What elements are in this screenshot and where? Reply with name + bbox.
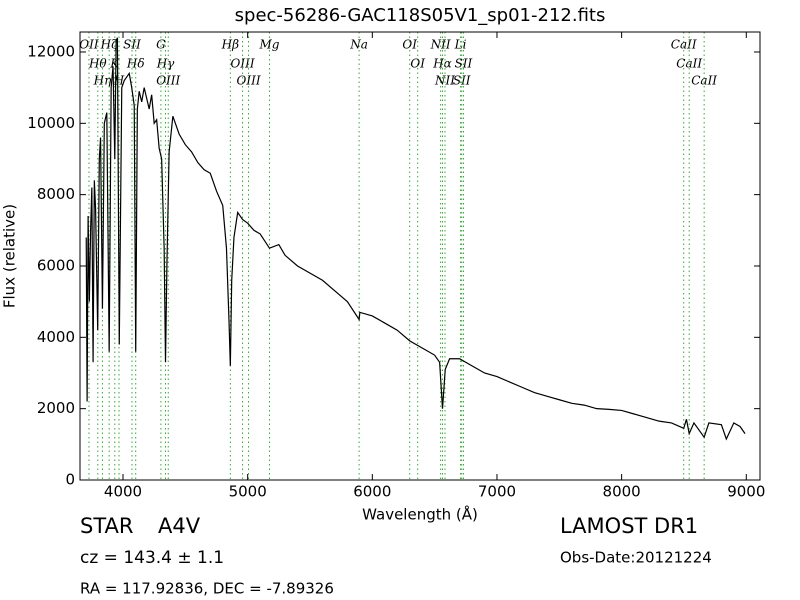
y-tick-label: 6000: [37, 256, 75, 274]
y-axis-label: Flux (relative): [1, 204, 19, 308]
spectral-line-label: OI: [410, 57, 425, 71]
x-tick-label: 9000: [727, 483, 765, 501]
redshift: cz = 143.4 ± 1.1: [80, 548, 224, 568]
x-tick-label: 8000: [603, 483, 641, 501]
plot-frame: [79, 31, 761, 481]
spectral-line-label: Hγ: [156, 57, 175, 71]
x-axis-label: Wavelength (Å): [362, 505, 478, 524]
spectral-line-label: Mg: [258, 38, 279, 52]
spectral-line-label: OII: [79, 38, 99, 52]
y-tick-label: 8000: [37, 185, 75, 203]
spectral-line-label: OIII: [156, 74, 180, 88]
spectrum-line: [85, 37, 746, 441]
survey: LAMOST DR1: [560, 514, 698, 538]
chart-title: spec-56286-GAC118S05V1_sp01-212.fits: [235, 5, 606, 26]
spectral-line-label: CaII: [691, 74, 717, 88]
spectral-line-label: Hθ: [88, 57, 107, 71]
spectral-line-label: NII: [434, 74, 455, 88]
spectral-line-label: CaII: [676, 57, 702, 71]
spectral-line-label: CaII: [671, 38, 697, 52]
spectral-line-label: NII: [430, 38, 451, 52]
spectral-line-label: Hα: [432, 57, 452, 71]
y-tick-label: 4000: [37, 328, 75, 346]
y-tick-label: 0: [65, 471, 75, 489]
spectral-line-label: K: [109, 57, 120, 71]
spectral-line-label: Hδ: [126, 57, 145, 71]
y-tick-label: 12000: [27, 42, 75, 60]
spectral-line-label: SII: [453, 74, 471, 88]
spectral-line-label: OIII: [237, 74, 261, 88]
spectral-line-label: Hη: [93, 74, 112, 88]
y-tick-label: 2000: [37, 399, 75, 417]
spectral-line-label: OIII: [231, 57, 255, 71]
obs-date: Obs-Date:20121224: [560, 549, 712, 567]
spectral-line-label: Li: [454, 38, 467, 52]
spectral-line-label: Na: [349, 38, 368, 52]
spectral-line-label: Hβ: [221, 38, 239, 52]
x-tick-label: 7000: [478, 483, 516, 501]
coordinates: RA = 117.92836, DEC = -7.89326: [80, 580, 334, 598]
spectral-line-label: G: [156, 38, 166, 52]
y-tick-label: 10000: [27, 114, 75, 132]
x-tick-label: 6000: [353, 483, 391, 501]
object-class: STAR: [80, 514, 133, 538]
x-tick-label: 4000: [104, 483, 142, 501]
object-subclass: A4V: [158, 514, 201, 538]
spectral-line-label: SII: [455, 57, 473, 71]
spectral-line-label: OI: [402, 38, 417, 52]
spectral-line-label: SII: [123, 38, 141, 52]
x-tick-label: 5000: [229, 483, 267, 501]
